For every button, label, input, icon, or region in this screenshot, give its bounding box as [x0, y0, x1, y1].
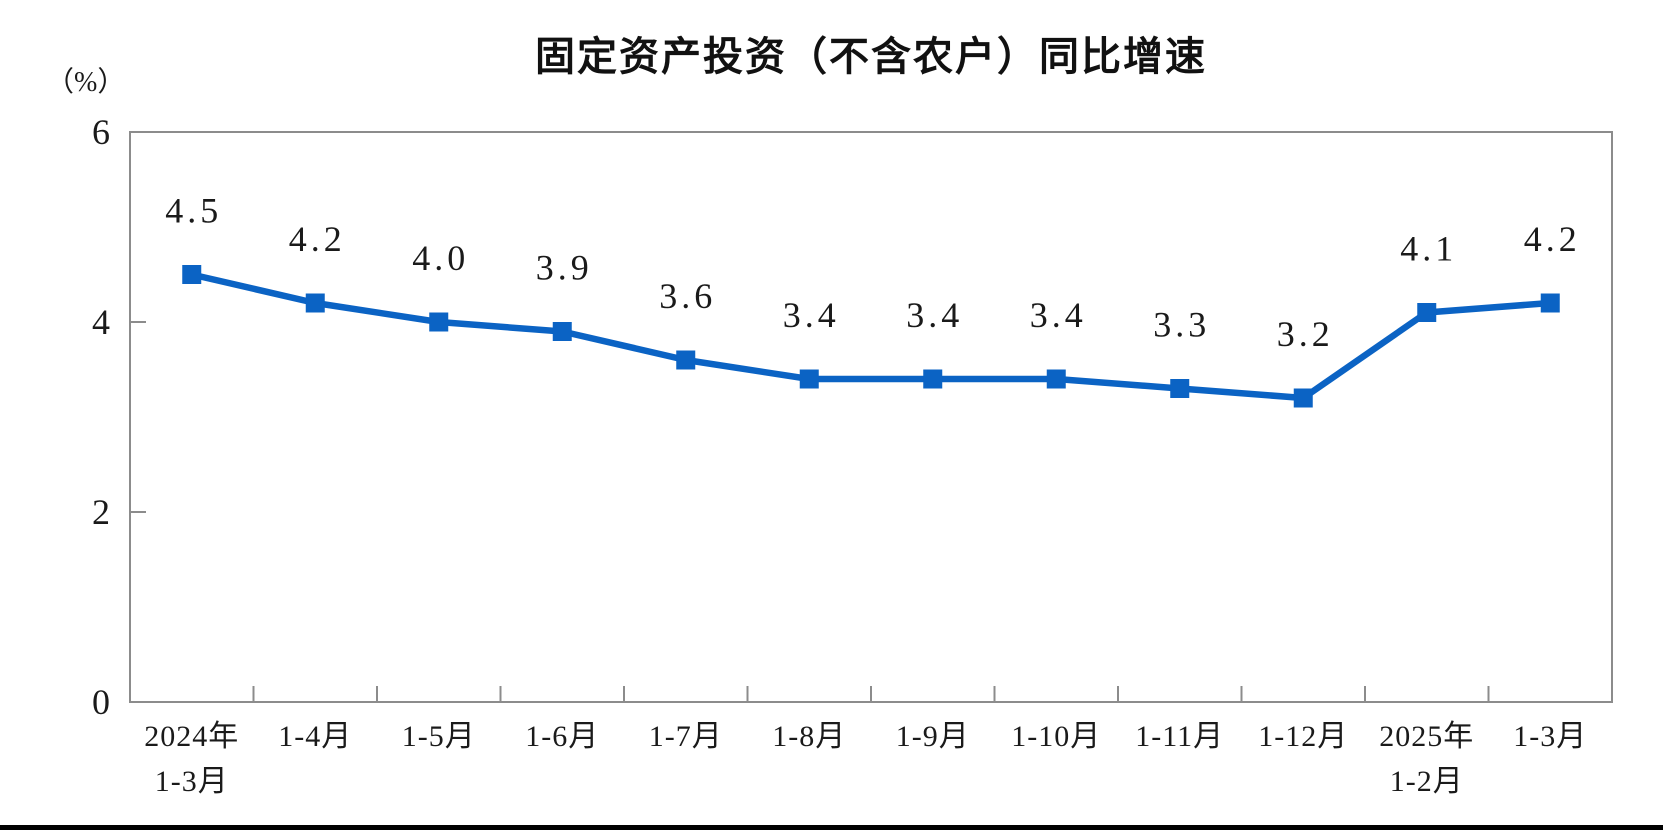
data-point-marker: [429, 312, 449, 332]
data-point-marker: [305, 293, 325, 313]
data-point-marker: [182, 265, 202, 284]
x-tick-label: 1-7月: [649, 720, 723, 753]
x-tick-label: 1-2月: [1390, 765, 1464, 798]
x-tick-label: 1-6月: [525, 720, 599, 753]
data-point-label: 3.6: [659, 276, 716, 316]
data-point-label: 3.4: [906, 295, 963, 335]
x-tick-label: 1-8月: [772, 720, 846, 753]
data-point-label: 4.5: [165, 191, 222, 231]
x-tick-label: 1-3月: [155, 765, 229, 798]
x-tick-label: 1-5月: [402, 720, 476, 753]
x-tick-label: 1-10月: [1011, 720, 1101, 753]
data-line: [191, 271, 1551, 402]
x-tick-label: 1-11月: [1135, 720, 1224, 753]
data-point-marker: [676, 350, 696, 370]
data-point-label: 4.2: [289, 219, 346, 259]
x-tick-label: 2025年: [1379, 720, 1474, 753]
data-point-label: 3.4: [783, 295, 840, 335]
x-tick-label: 1-9月: [896, 720, 970, 753]
data-point-label: 4.2: [1524, 219, 1581, 259]
x-tick-label: 2024年: [144, 720, 239, 753]
data-point-label: 4.0: [412, 238, 469, 278]
bottom-divider-bar: [0, 825, 1663, 830]
data-point-marker: [1417, 303, 1437, 322]
data-point-marker: [1170, 379, 1190, 398]
y-tick-label: 4: [92, 302, 110, 342]
y-tick-label: 6: [92, 112, 110, 152]
data-point-marker: [1293, 388, 1313, 408]
data-point-marker: [552, 322, 572, 341]
data-point-label: 3.9: [536, 248, 593, 288]
data-point-marker: [1046, 369, 1066, 389]
x-tick-label: 1-4月: [278, 720, 352, 753]
plot-border: [129, 131, 1613, 703]
data-point-label: 3.3: [1153, 305, 1210, 345]
x-tick-label: 1-3月: [1513, 720, 1587, 753]
data-point-label: 4.1: [1400, 229, 1457, 269]
data-point-marker: [799, 369, 819, 389]
y-axis-unit-label: （%）: [46, 67, 126, 98]
y-tick-label: 2: [92, 492, 110, 532]
x-tick-label: 1-12月: [1258, 720, 1348, 753]
data-point-marker: [1540, 293, 1560, 313]
data-point-marker: [923, 369, 943, 389]
data-point-label: 3.2: [1277, 314, 1334, 354]
chart-title: 固定资产投资（不含农户）同比增速: [535, 35, 1207, 79]
data-point-label: 3.4: [1030, 295, 1087, 335]
y-tick-label: 0: [92, 682, 110, 722]
